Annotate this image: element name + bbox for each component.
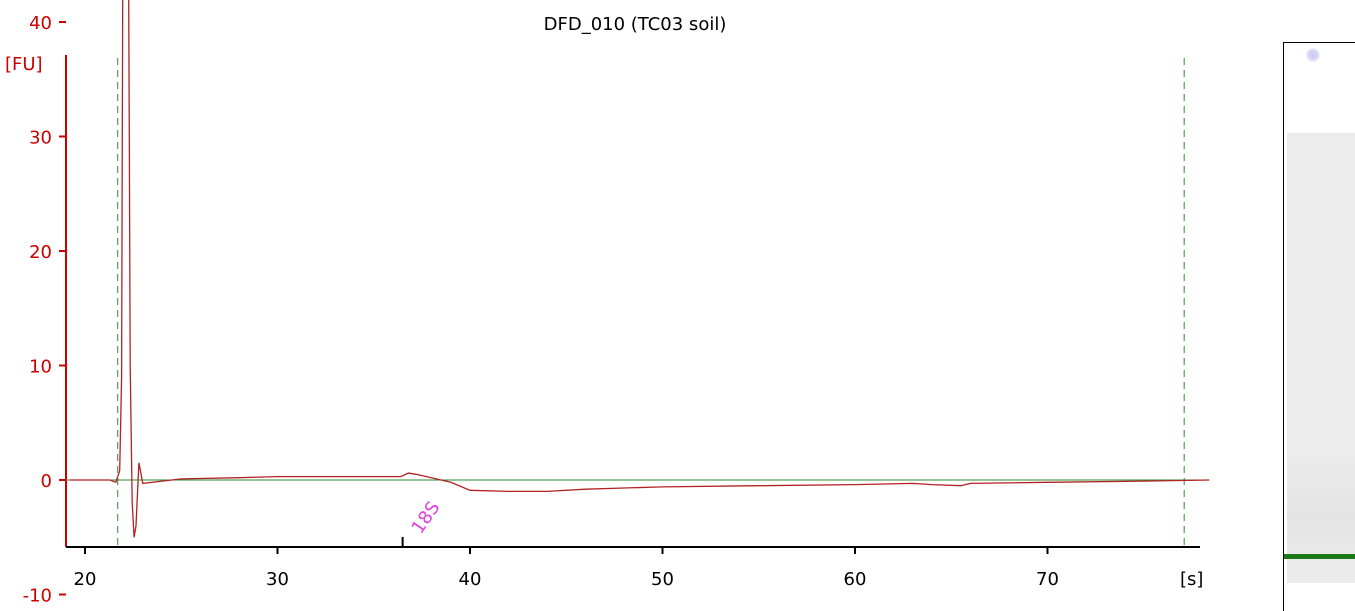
gel-lane-background (1287, 133, 1355, 583)
gel-image-lane (1283, 42, 1355, 611)
y-tick-label: -10 (23, 586, 52, 607)
gel-band (1284, 554, 1355, 559)
annotation-label: 18S (408, 498, 445, 538)
x-tick-label: 50 (651, 569, 674, 590)
x-tick-label: 60 (844, 569, 867, 590)
x-axis-unit-label: [s] (1180, 569, 1203, 590)
x-tick-label: 40 (459, 569, 482, 590)
chart-axes: -100102030405060203040506070 (23, 13, 1200, 607)
gel-marker-spot (1306, 48, 1320, 62)
plot-area: 18S (66, 0, 1210, 547)
y-tick-label: 0 (41, 471, 52, 492)
x-tick-label: 30 (266, 569, 289, 590)
y-tick-label: 30 (29, 128, 52, 149)
y-tick-label: 10 (29, 357, 52, 378)
y-axis-unit-label: [FU] (5, 54, 43, 75)
y-tick-label: 40 (29, 13, 52, 34)
x-tick-label: 70 (1036, 569, 1059, 590)
electropherogram-chart: DFD_010 (TC03 soil) [FU] [s] -10 0 10 20 30 4… (5, 0, 1210, 607)
chart-title: DFD_010 (TC03 soil) (544, 14, 727, 35)
x-tick-label: 20 (74, 569, 97, 590)
y-tick-label: 20 (29, 242, 52, 263)
signal-trace (69, 0, 1210, 538)
